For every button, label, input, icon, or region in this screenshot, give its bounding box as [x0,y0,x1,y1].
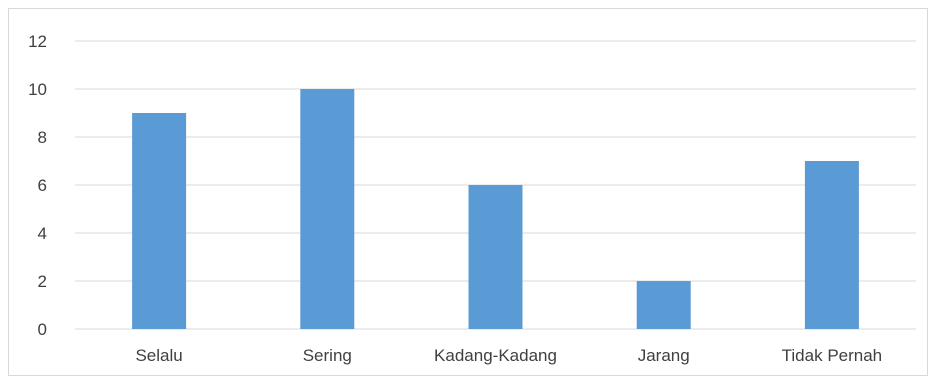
y-tick-label: 10 [28,80,47,99]
x-tick-label: Kadang-Kadang [434,346,557,365]
gridlines [75,40,916,330]
y-axis-tick-labels: 0 2 4 6 8 10 12 [28,32,47,339]
x-tick-label: Sering [303,346,352,365]
x-tick-label: Tidak Pernah [782,346,882,365]
x-tick-label: Jarang [638,346,690,365]
y-tick-label: 12 [28,32,47,51]
y-tick-label: 0 [38,320,47,339]
y-tick-label: 8 [38,128,47,147]
y-tick-label: 4 [38,224,47,243]
y-tick-label: 6 [38,176,47,195]
bar-kadang-kadang [468,185,523,329]
x-axis-tick-labels: Selalu Sering Kadang-Kadang Jarang Tidak Per… [135,346,882,365]
bar-sering [300,89,355,329]
x-tick-label: Selalu [135,346,182,365]
bar-tidak-pernah [804,161,859,329]
bar-jarang [636,281,691,329]
y-tick-label: 2 [38,272,47,291]
bars [132,89,859,329]
bar-selalu [132,113,187,329]
